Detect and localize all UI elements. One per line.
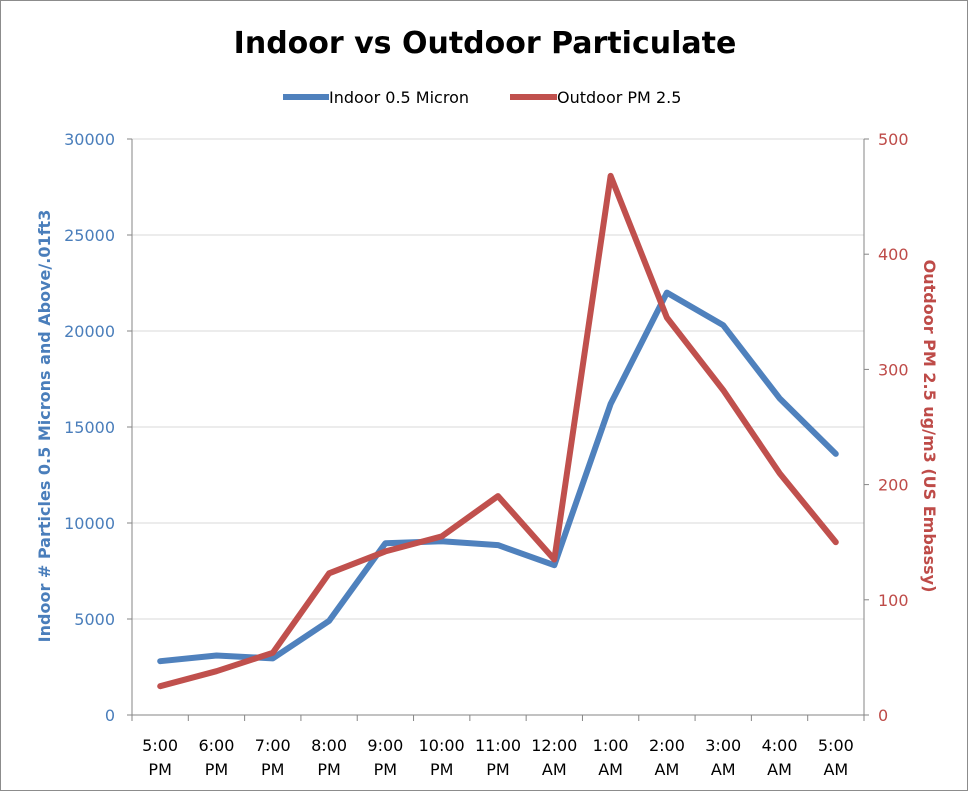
- right-tick-label: 300: [878, 360, 909, 379]
- x-tick-label: 2:00 AM: [649, 736, 685, 779]
- left-tick-label: 20000: [64, 322, 115, 341]
- right-axis-title: Outdoor PM 2.5 ug/m3 (US Embassy): [920, 260, 939, 593]
- left-axis-ticks: 0 5000 10000 15000 20000 25000 30000: [64, 130, 132, 725]
- right-tick-label: 0: [878, 706, 888, 725]
- right-tick-label: 400: [878, 245, 909, 264]
- x-tick-label: 12:00 AM: [531, 736, 577, 779]
- left-tick-label: 30000: [64, 130, 115, 149]
- x-tick-label: 7:00 PM: [255, 736, 291, 779]
- series-lines: [157, 172, 839, 690]
- x-axis-ticks: 5:00 PM 6:00 PM 7:00 PM 8:00 PM 9:00 PM 10:00 PM11:…: [131, 715, 865, 779]
- left-axis-title: Indoor # Particles 0.5 Microns and Above…: [35, 210, 54, 643]
- x-tick-label: 8:00 PM: [311, 736, 347, 779]
- outdoor-series-line: [157, 172, 839, 690]
- legend-label-indoor: Indoor 0.5 Micron: [329, 88, 469, 107]
- x-tick-label: 6:00 PM: [198, 736, 234, 779]
- left-tick-label: 15000: [64, 418, 115, 437]
- right-axis-ticks: 0 100 200 300 400 500: [864, 130, 909, 725]
- indoor-series-line: [157, 289, 839, 665]
- right-tick-label: 100: [878, 591, 909, 610]
- x-tick-label: 5:00 PM: [142, 736, 178, 779]
- left-tick-label: 0: [105, 706, 115, 725]
- right-tick-label: 500: [878, 130, 909, 149]
- gridlines: [132, 138, 864, 620]
- x-tick-label: 11:00 PM: [475, 736, 521, 779]
- x-tick-label: 4:00 AM: [762, 736, 798, 779]
- x-tick-label: 3:00 AM: [705, 736, 741, 779]
- x-tick-label: 5:00 AM: [818, 736, 854, 779]
- x-tick-label: 10:00 PM: [419, 736, 465, 779]
- x-tick-label: 1:00 AM: [593, 736, 629, 779]
- left-tick-label: 5000: [74, 610, 115, 629]
- legend: Indoor 0.5 Micron Outdoor PM 2.5: [283, 88, 681, 107]
- left-tick-label: 25000: [64, 226, 115, 245]
- chart-title: Indoor vs Outdoor Particulate: [234, 26, 737, 61]
- right-tick-label: 200: [878, 476, 909, 495]
- legend-label-outdoor: Outdoor PM 2.5: [557, 88, 681, 107]
- left-tick-label: 10000: [64, 514, 115, 533]
- x-tick-label: 9:00 PM: [367, 736, 403, 779]
